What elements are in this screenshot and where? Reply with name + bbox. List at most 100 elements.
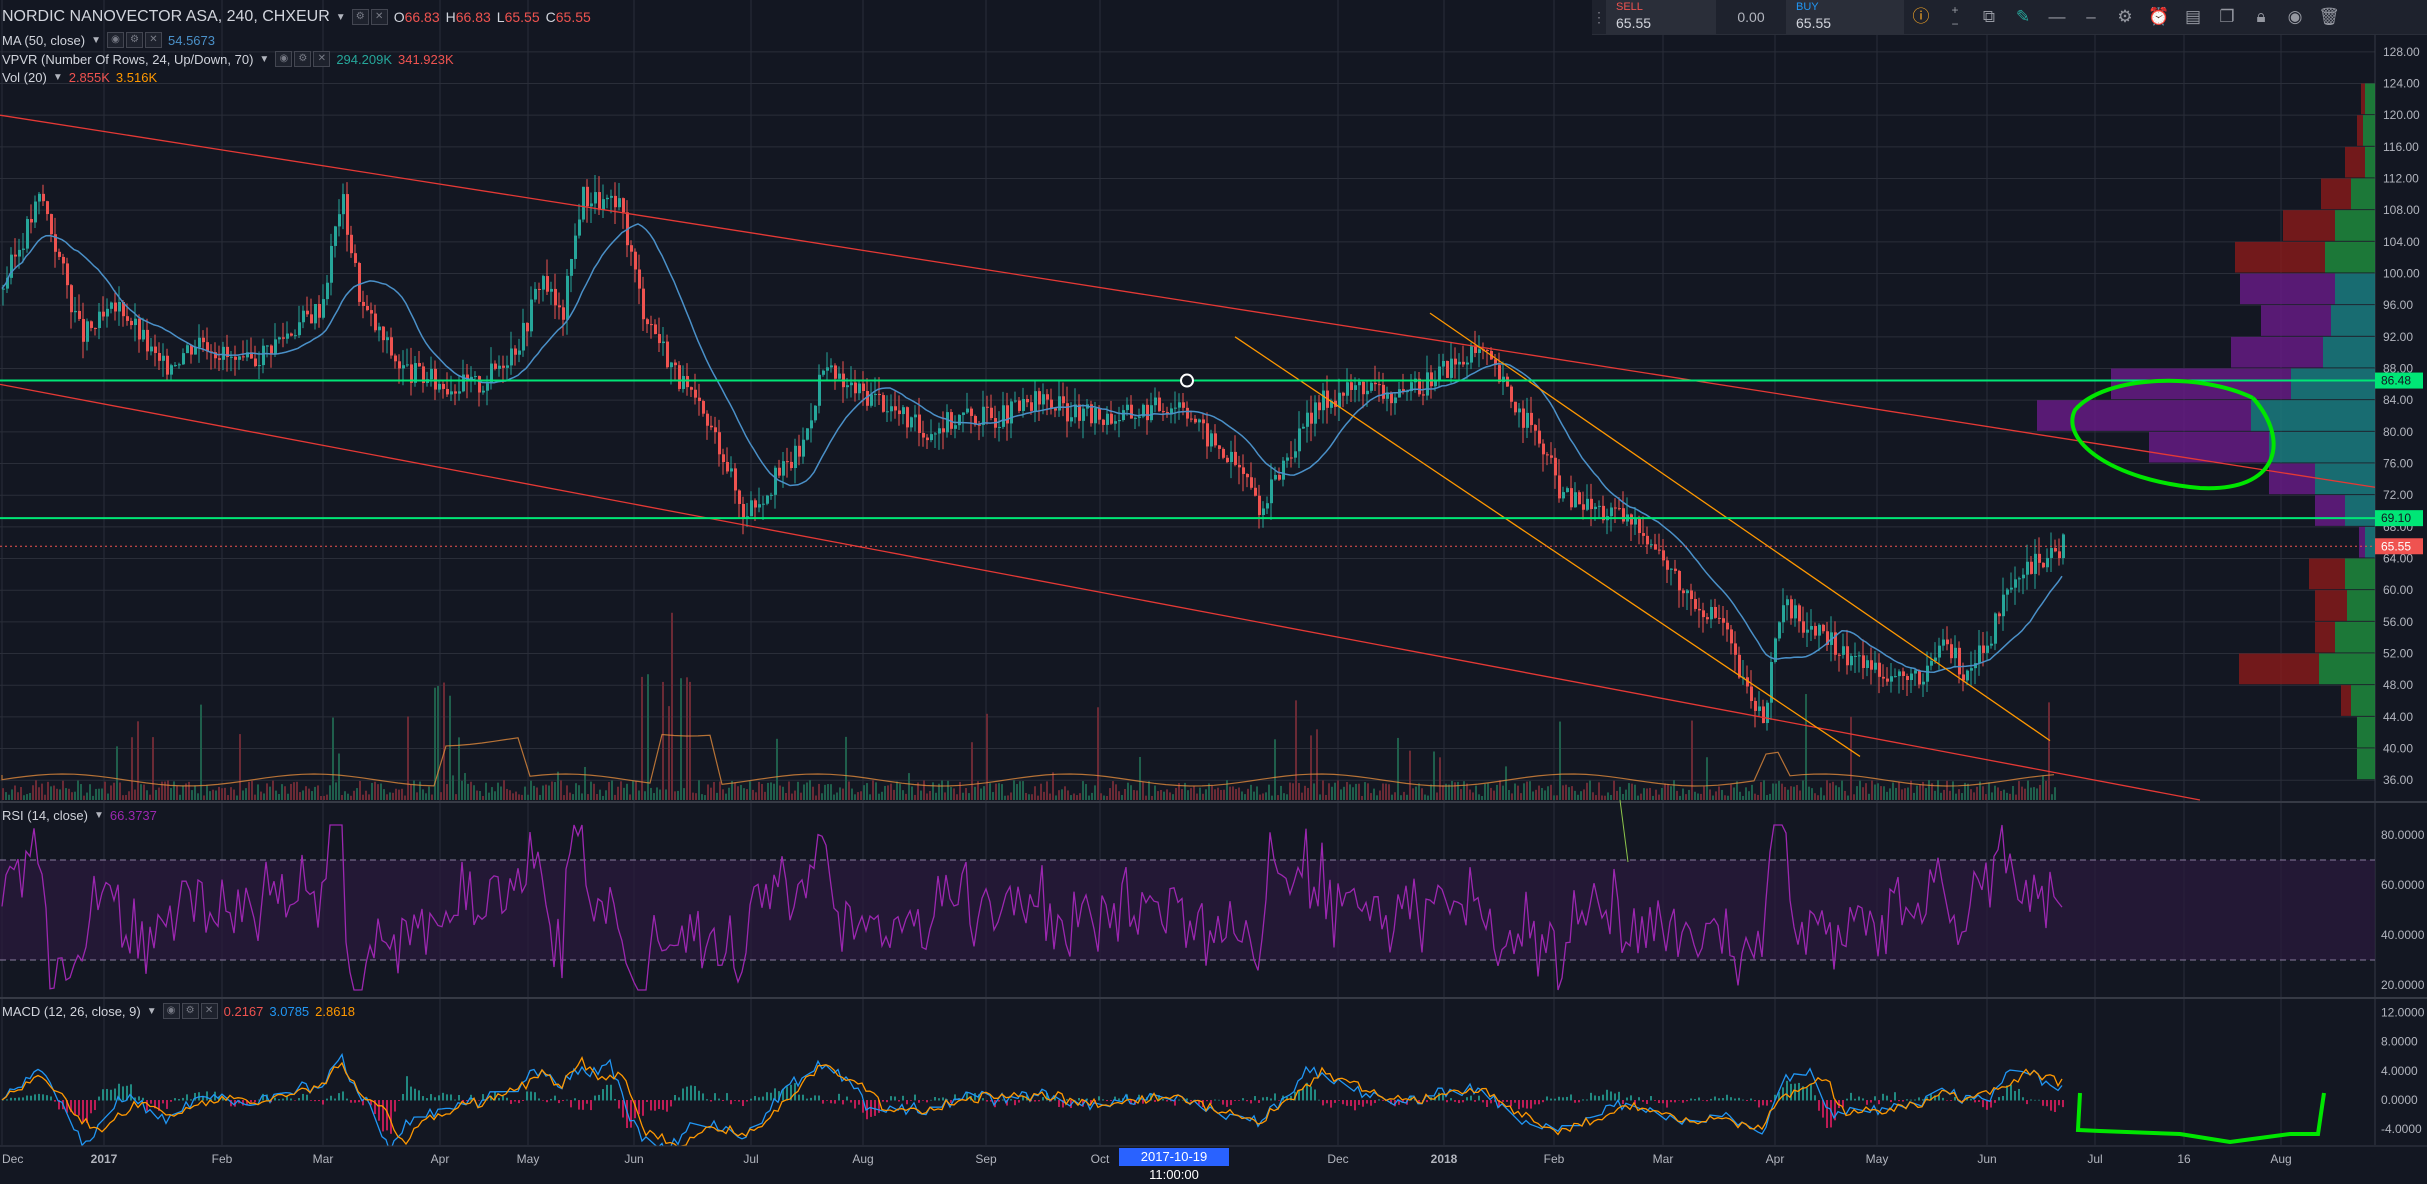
volume-bar: [1277, 795, 1279, 800]
vpvr-down-bar: [2309, 558, 2345, 590]
volume-bar: [1994, 785, 1996, 800]
macd-histogram-bar: [1170, 1100, 1172, 1102]
symbol-title[interactable]: NORDIC NANOVECTOR ASA, 240, CHXEUR: [2, 8, 330, 25]
line-width-icon[interactable]: –: [2086, 7, 2096, 26]
chevron-down-icon[interactable]: ▼: [91, 34, 101, 46]
volume-bar: [191, 790, 193, 800]
settings-icon[interactable]: ⚙: [181, 1003, 199, 1019]
volume-bar: [1136, 790, 1138, 800]
volume-bar: [2054, 787, 2056, 800]
candle-body: [1806, 629, 1809, 633]
macd-histogram-bar: [710, 1100, 712, 1102]
sell-button[interactable]: SELL 65.55: [1606, 0, 1716, 34]
price-axis-label: 72.00: [2383, 488, 2413, 502]
buy-button[interactable]: BUY 65.55: [1786, 0, 1904, 34]
candle-body: [378, 326, 381, 331]
volume-bar: [1646, 788, 1648, 800]
candle-body: [1578, 492, 1581, 505]
macd-histogram-bar: [838, 1093, 840, 1101]
settings-icon[interactable]: ⚙: [294, 51, 312, 67]
candle-body: [194, 347, 197, 355]
volume-bar: [128, 791, 130, 800]
macd-histogram-bar: [1754, 1100, 1756, 1102]
volume-bar: [1412, 788, 1414, 800]
volume-bar: [2012, 785, 2014, 800]
eye-icon[interactable]: ◉: [275, 51, 293, 67]
candle-body: [1894, 676, 1897, 678]
candle-body: [1338, 392, 1341, 407]
info-icon[interactable]: ⓘ: [1912, 7, 1930, 26]
brush-icon[interactable]: ✎: [2015, 7, 2031, 26]
chevron-down-icon[interactable]: ▼: [93, 810, 104, 821]
drag-handle-icon[interactable]: ⋮: [1592, 8, 1606, 25]
volume-bar: [1742, 795, 1744, 800]
rsi-axis-label: 60.0000: [2381, 878, 2425, 892]
volume-bar: [362, 794, 364, 800]
macd-histogram-bar: [662, 1100, 664, 1110]
volume-bar: [338, 753, 340, 800]
layers-icon[interactable]: ▤: [2184, 7, 2202, 26]
macd-histogram-bar: [638, 1100, 640, 1115]
candle-body: [1614, 507, 1617, 509]
eye-icon[interactable]: ◉: [2287, 7, 2303, 26]
close-icon[interactable]: ✕: [313, 51, 331, 67]
settings-icon[interactable]: ⚙: [126, 32, 143, 48]
rsi-legend[interactable]: RSI (14, close) ▼ 66.3737: [2, 808, 157, 823]
candle-body: [1538, 430, 1541, 444]
line-style-icon[interactable]: —: [2048, 7, 2066, 26]
candle-body: [1782, 605, 1785, 623]
volume-bar: [311, 791, 313, 800]
volume-bar: [320, 795, 322, 800]
candle-body: [1758, 706, 1761, 711]
volume-bar: [1622, 794, 1624, 800]
candle-body: [1162, 411, 1165, 413]
candle-body: [858, 383, 861, 394]
candle-body: [438, 383, 441, 390]
macd-histogram-bar: [1106, 1100, 1108, 1102]
volume-bar: [734, 782, 736, 800]
chevron-down-icon[interactable]: ▼: [335, 11, 346, 23]
candle-body: [1654, 544, 1657, 550]
macd-histogram-bar: [1686, 1100, 1688, 1102]
eye-icon[interactable]: ◉: [162, 1003, 180, 1019]
lock-icon[interactable]: 🔒︎: [2256, 7, 2266, 26]
eye-icon[interactable]: ◉: [107, 32, 124, 48]
candle-body: [1506, 376, 1509, 387]
copy-icon[interactable]: ❐: [2219, 7, 2235, 26]
volume-bar: [884, 785, 886, 800]
close-icon[interactable]: ✕: [200, 1003, 218, 1019]
macd-histogram-bar: [1842, 1100, 1844, 1108]
close-icon[interactable]: ✕: [370, 9, 388, 25]
vpvr-legend[interactable]: VPVR (Number Of Rows, 24, Up/Down, 70) ▼…: [2, 51, 454, 67]
macd-legend[interactable]: MACD (12, 26, close, 9) ▼ ◉ ⚙ ✕ 0.2167 3.0…: [2, 1003, 355, 1019]
settings-icon[interactable]: ⚙: [351, 9, 369, 25]
volume-bar: [737, 786, 739, 800]
volume-bar: [980, 788, 982, 800]
volume-bar: [482, 795, 484, 800]
ma-legend[interactable]: MA (50, close) ▼ ◉ ⚙ ✕ 54.5673: [2, 32, 215, 48]
chevron-down-icon[interactable]: ▼: [259, 53, 270, 65]
volume-bar: [83, 795, 85, 800]
volume-bar: [1223, 789, 1225, 800]
close-icon[interactable]: ✕: [145, 32, 162, 48]
alert-icon[interactable]: ⏰: [2148, 7, 2170, 26]
macd-histogram-bar: [42, 1094, 44, 1101]
gear-icon[interactable]: ⚙: [2117, 7, 2133, 26]
volume-bar: [380, 783, 382, 800]
chevron-down-icon[interactable]: ▼: [146, 1005, 157, 1017]
vol-legend[interactable]: Vol (20) ▼ 2.855K 3.516K: [2, 70, 157, 85]
chevron-down-icon[interactable]: ▼: [52, 72, 63, 83]
volume-bar: [1289, 782, 1291, 800]
volume-bar: [686, 677, 688, 800]
volume-bar: [239, 734, 241, 800]
trash-icon[interactable]: 🗑︎: [2318, 7, 2340, 26]
chart-type-icon[interactable]: ⧉: [1982, 7, 1996, 26]
candle-body: [2014, 579, 2017, 588]
volume-bar: [722, 789, 724, 800]
macd-histogram-bar: [1850, 1092, 1852, 1101]
symbol-legend[interactable]: NORDIC NANOVECTOR ASA, 240, CHXEUR ▼ ⚙ ✕ …: [2, 8, 597, 26]
plus-minus-icon[interactable]: + −: [1951, 3, 1959, 31]
macd-histogram-bar: [358, 1100, 360, 1103]
macd-histogram-bar: [1198, 1100, 1200, 1105]
